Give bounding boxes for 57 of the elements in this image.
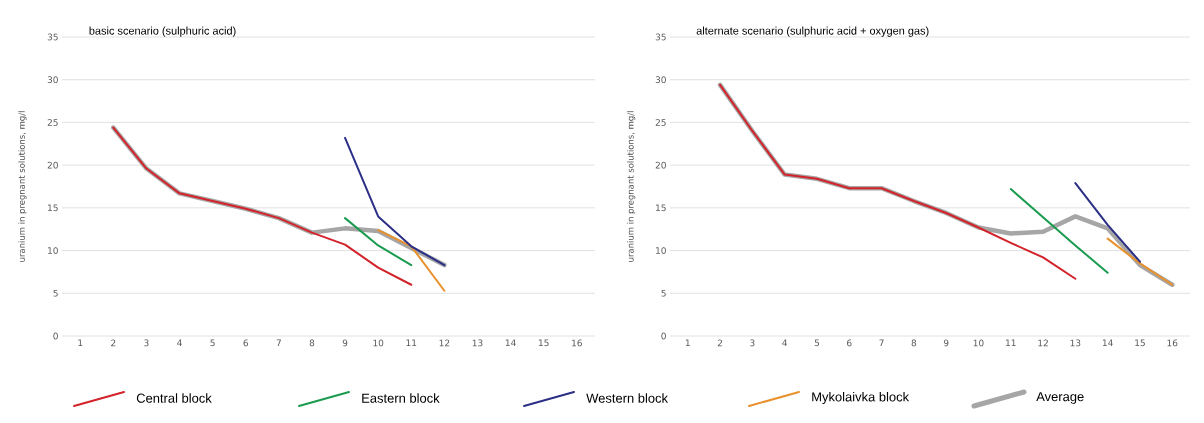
legend-label: Eastern block [362,393,440,403]
x-tick-label: 4 [782,339,788,347]
x-tick-label: 5 [210,339,215,347]
x-tick-label: 1 [78,339,83,347]
legend-label: Average [1036,392,1084,404]
y-tick-label: 30 [47,76,58,84]
x-tick-label: 8 [911,339,917,347]
y-tick-label: 15 [48,204,58,212]
x-tick-label: 2 [111,339,116,347]
y-tick-label: 25 [47,119,58,126]
x-tick-label: 13 [1070,339,1081,347]
y-tick-label: 25 [655,119,666,126]
x-tick-label: 1 [685,339,690,347]
y-tick-label: 5 [661,289,666,297]
y-tick-label: 10 [48,247,58,254]
x-tick-label: 12 [1038,339,1048,347]
x-tick-label: 14 [1102,339,1113,347]
y-tick-label: 0 [661,332,666,340]
y-tick-label: 10 [656,247,666,254]
chart-title: basic scenario (sulphuric acid) [89,26,236,37]
x-tick-label: 10 [973,339,984,347]
x-tick-label: 15 [1135,339,1145,347]
x-tick-label: 9 [342,339,348,347]
y-tick-label: 20 [47,161,58,169]
x-tick-label: 6 [243,339,249,347]
chart-title: alternate scenario (sulphuric acid + oxygen gas) [696,26,929,37]
x-tick-label: 7 [879,339,884,347]
y-tick-label: 5 [53,289,58,297]
x-tick-label: 11 [1006,339,1016,347]
x-tick-label: 14 [505,339,516,347]
x-tick-label: 4 [177,339,182,347]
legend-label: Western block [586,393,669,403]
x-tick-label: 6 [847,339,852,347]
x-tick-label: 7 [276,339,281,347]
y-tick-label: 35 [47,33,58,41]
x-tick-label: 16 [1167,339,1178,347]
x-tick-label: 2 [717,339,723,347]
x-tick-label: 3 [144,339,149,347]
x-tick-label: 9 [943,339,949,347]
x-tick-label: 5 [814,339,820,347]
x-tick-label: 8 [309,339,315,347]
x-tick-label: 15 [538,339,549,347]
x-tick-label: 13 [472,339,483,347]
x-tick-label: 16 [572,339,582,347]
y-tick-label: 30 [655,76,666,84]
legend-label: Central block [136,393,212,403]
x-tick-label: 12 [439,339,450,347]
y-tick-label: 0 [53,332,58,340]
y-axis-title: uranium in pregnant solutions, mg/l [18,111,27,262]
x-tick-label: 10 [373,339,384,347]
x-tick-label: 11 [406,339,417,347]
legend-label: Mykolaivka block [812,391,910,405]
y-tick-label: 15 [656,204,666,212]
y-tick-label: 35 [655,33,666,41]
y-axis-title: uranium in pregnant solutions, mg/l [627,111,636,262]
y-tick-label: 20 [655,161,666,169]
x-tick-label: 3 [750,339,755,347]
